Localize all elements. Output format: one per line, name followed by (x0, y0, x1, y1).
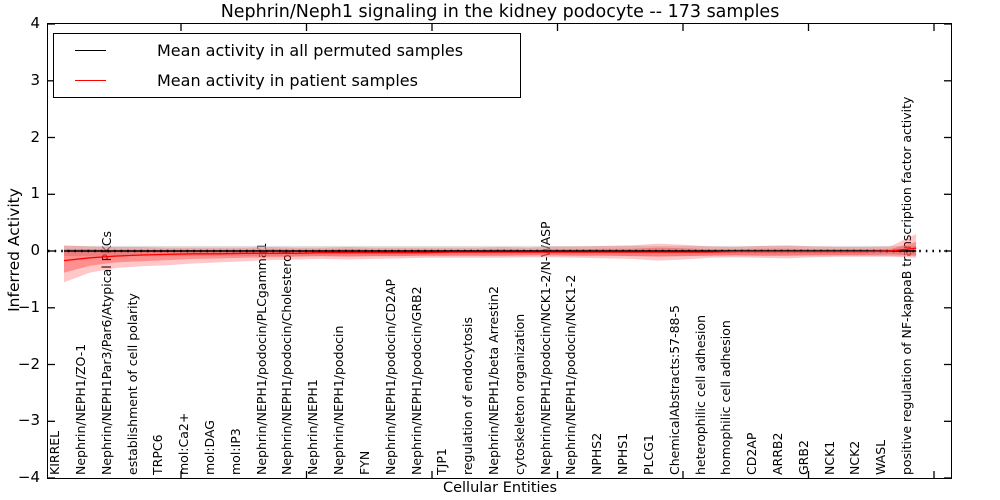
patient-band-inner (64, 241, 917, 273)
y-tick-label: 4 (30, 14, 40, 32)
y-tick-label: 0 (30, 241, 40, 259)
y-tick-label: −1 (17, 297, 40, 316)
legend-label: Mean activity in all permuted samples (157, 40, 464, 60)
plot-area: KIRREL Nephrin/NEPH1/ZO-1 Nephrin/NEPH1Par… (47, 23, 952, 479)
y-tick-label: 2 (30, 127, 40, 146)
legend: Mean activity in all permuted samples Me… (53, 33, 521, 98)
chart-canvas (48, 23, 951, 479)
y-tick-labels: 4 3 2 1 0 −1 −2 −3 −4 (0, 0, 43, 500)
legend-label: Mean activity in patient samples (157, 71, 418, 91)
legend-item-permuted: Mean activity in all permuted samples (54, 36, 520, 64)
y-tick-label: −2 (17, 354, 40, 373)
y-tick-label: −4 (17, 468, 40, 486)
y-tick-label: −3 (17, 411, 40, 430)
patient-mean-line (63, 247, 917, 262)
y-tick-label: 3 (30, 70, 40, 89)
patient-band-outer (64, 234, 917, 283)
chart-title: Nephrin/Neph1 signaling in the kidney po… (220, 2, 780, 22)
x-axis-label: Cellular Entities (442, 480, 558, 496)
permuted-line-swatch (75, 49, 106, 51)
patient-line-swatch (75, 80, 106, 82)
legend-item-patient: Mean activity in patient samples (54, 67, 520, 95)
y-tick-label: 1 (30, 184, 40, 203)
